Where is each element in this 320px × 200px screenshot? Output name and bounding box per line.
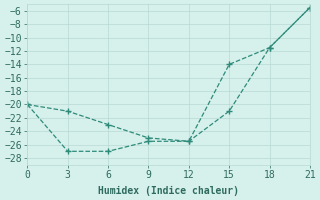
X-axis label: Humidex (Indice chaleur): Humidex (Indice chaleur) xyxy=(98,186,239,196)
